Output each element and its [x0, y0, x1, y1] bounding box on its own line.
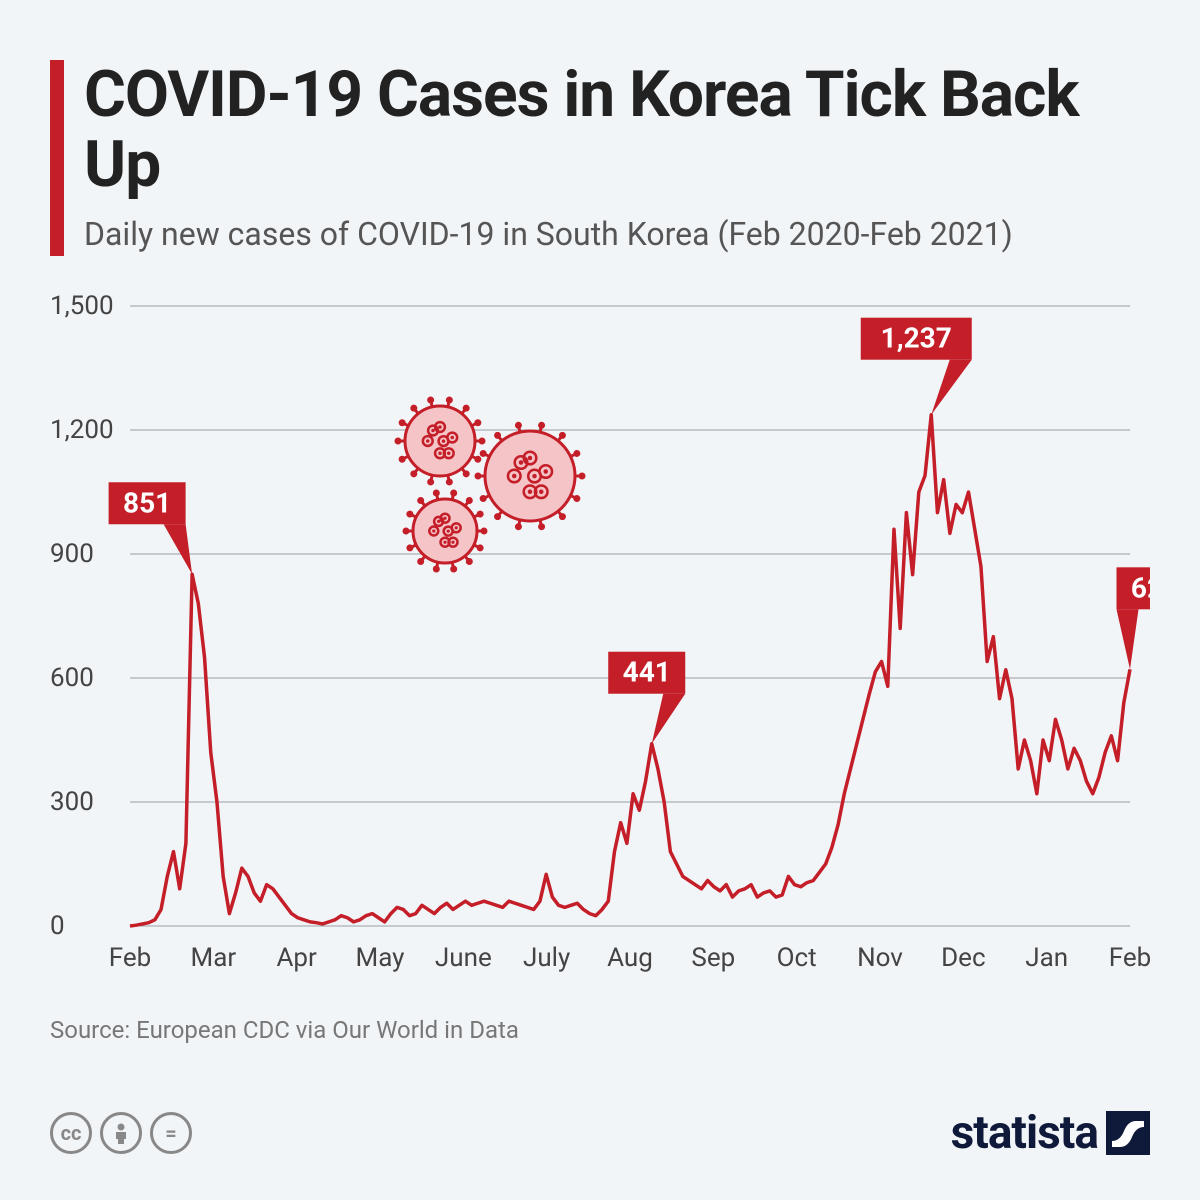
callout-value: 851 — [123, 486, 171, 519]
x-tick-label: Dec — [941, 943, 985, 973]
brand-mark-icon — [1106, 1111, 1150, 1155]
x-tick-label: Oct — [777, 943, 817, 973]
x-tick-label: May — [356, 943, 405, 973]
y-tick-label: 1,500 — [50, 291, 114, 321]
accent-bar — [50, 60, 64, 256]
x-tick-label: Jan — [1025, 943, 1068, 973]
cc-nd-icon: = — [150, 1112, 192, 1154]
x-tick-label: Mar — [191, 943, 237, 973]
callout-pointer — [931, 360, 972, 415]
callout-pointer — [164, 524, 193, 574]
callout-value: 621 — [1131, 571, 1150, 604]
x-tick-label: Apr — [276, 943, 317, 973]
footer: cc = statista — [50, 1106, 1150, 1160]
chart-title: COVID-19 Cases in Korea Tick Back Up — [84, 60, 1150, 201]
chart-area: 0 300 600 900 1,200 1,500 Feb Mar Apr May June July… — [50, 286, 1150, 986]
brand-text: statista — [951, 1106, 1098, 1160]
chart-subtitle: Daily new cases of COVID-19 in South Kor… — [84, 213, 1150, 256]
y-tick-label: 900 — [50, 539, 94, 569]
header: COVID-19 Cases in Korea Tick Back Up Dai… — [50, 60, 1150, 256]
virus-icon — [370, 386, 610, 586]
y-tick-label: 0 — [50, 911, 65, 941]
source-text: Source: European CDC via Our World in Da… — [50, 1016, 1150, 1044]
x-tick-label: Feb — [109, 943, 152, 973]
statista-logo: statista — [951, 1106, 1150, 1160]
x-tick-label: Feb — [1109, 943, 1150, 973]
y-tick-label: 600 — [50, 663, 94, 693]
y-tick-label: 300 — [50, 787, 94, 817]
x-tick-label: Sep — [691, 943, 735, 973]
callout-value: 441 — [623, 656, 671, 689]
x-tick-label: Aug — [607, 943, 653, 973]
callout-pointer — [652, 694, 686, 744]
x-tick-label: June — [435, 943, 492, 973]
cc-icon: cc — [50, 1112, 92, 1154]
cc-by-icon — [100, 1112, 142, 1154]
y-tick-label: 1,200 — [50, 415, 114, 445]
callout-pointer — [1117, 609, 1139, 669]
license-icons: cc = — [50, 1112, 192, 1154]
x-tick-label: Nov — [857, 943, 903, 973]
callout-value: 1,237 — [881, 322, 952, 355]
title-block: COVID-19 Cases in Korea Tick Back Up Dai… — [84, 60, 1150, 256]
x-tick-label: July — [523, 943, 570, 973]
